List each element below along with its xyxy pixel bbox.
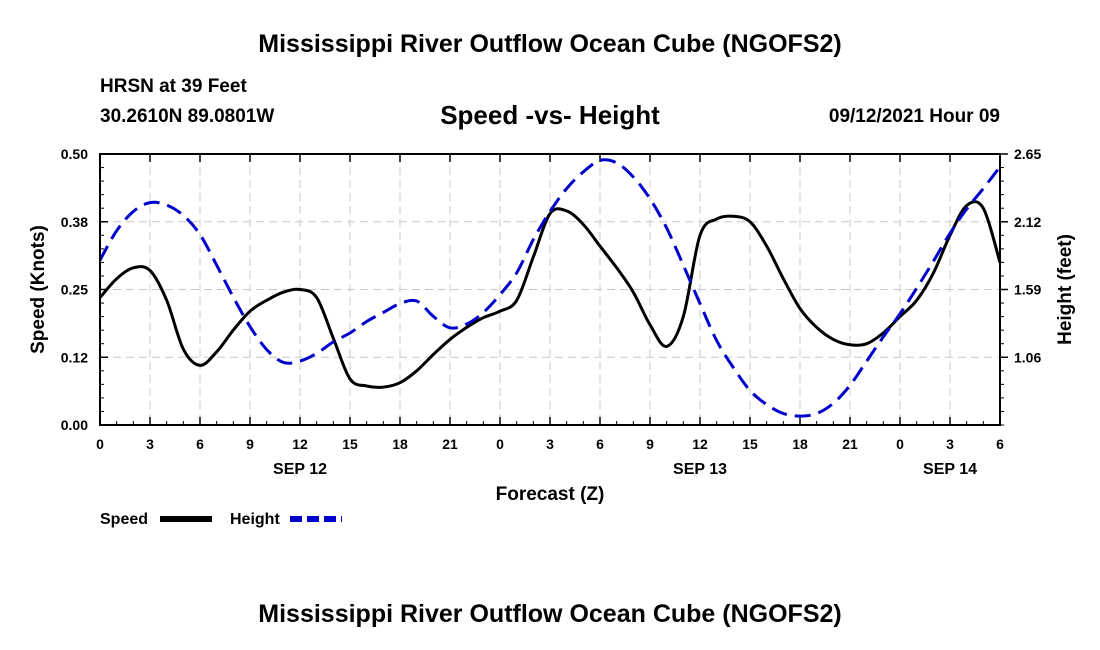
x-date-label: SEP 14 [923,461,977,478]
x-tick-label: 21 [442,436,458,452]
x-tick-label: 0 [496,436,504,452]
x-tick-label: 12 [292,436,308,452]
series-line-height [98,158,1002,418]
x-tick-label: 9 [646,436,654,452]
x-tick-label: 6 [596,436,604,452]
x-tick-label: 3 [546,436,554,452]
y2-axis-title: Height (feet) [1055,234,1076,345]
x-tick-label: 21 [842,436,858,452]
y2-tick-label: 1.06 [1014,349,1041,365]
y2-tick-label: 2.65 [1014,146,1041,162]
y-tick-label: 0.12 [61,349,88,365]
y-tick-label: 0.50 [61,146,88,162]
x-tick-label: 0 [896,436,904,452]
x-tick-label: 6 [196,436,204,452]
x-tick-label: 15 [342,436,358,452]
x-axis-title: Forecast (Z) [496,484,605,505]
x-date-label: SEP 12 [273,461,327,478]
station-name: HRSN at 39 Feet [100,76,247,97]
legend-label-height: Height [230,511,280,528]
x-tick-label: 18 [792,436,808,452]
x-date-label: SEP 13 [673,461,727,478]
y2-tick-label: 1.59 [1014,282,1041,298]
chart-subtitle: Speed -vs- Height [440,100,660,130]
y-axis-title: Speed (Knots) [28,225,49,354]
y-tick-label: 0.00 [61,417,88,433]
y2-tick-label: 2.12 [1014,214,1041,230]
chart-title: Mississippi River Outflow Ocean Cube (NG… [258,30,842,58]
y-tick-label: 0.25 [61,282,88,298]
x-tick-label: 15 [742,436,758,452]
x-tick-label: 12 [692,436,708,452]
station-coordinates: 30.2610N 89.0801W [100,106,275,127]
footer-title: Mississippi River Outflow Ocean Cube (NG… [258,600,842,628]
x-tick-label: 3 [146,436,154,452]
forecast-datetime: 09/12/2021 Hour 09 [828,106,1000,127]
x-tick-label: 6 [996,436,1004,452]
legend-label-speed: Speed [100,511,148,528]
x-tick-label: 9 [246,436,254,452]
x-tick-label: 18 [392,436,408,452]
x-tick-label: 3 [946,436,954,452]
series-line-speed [98,200,1002,389]
y-tick-label: 0.38 [61,214,88,230]
x-tick-label: 0 [96,436,104,452]
plot-frame [99,153,1001,426]
